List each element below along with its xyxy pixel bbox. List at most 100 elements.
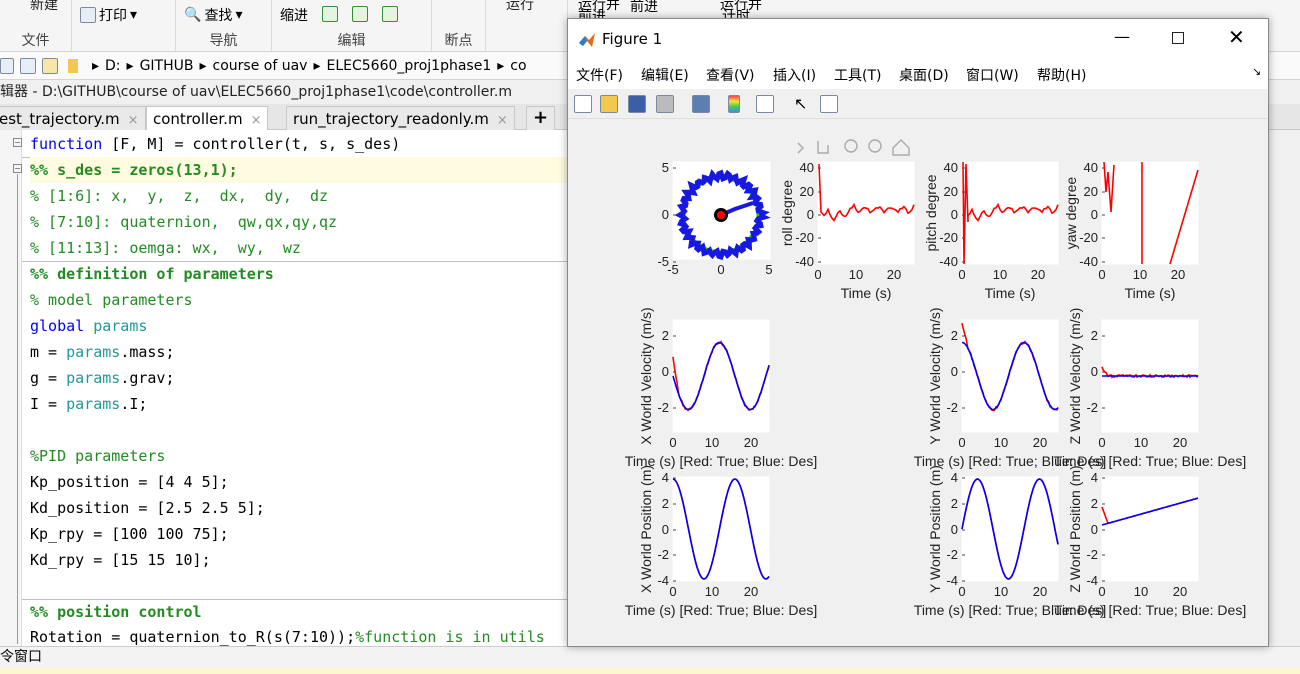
chevron-right-icon[interactable] [797,142,804,154]
code-text: .grav; [120,369,175,387]
code-editor[interactable]: − − function [F, M] = controller(t, s, s… [0,130,570,646]
print-icon[interactable] [656,95,674,113]
x-tick-label: 0 [1098,584,1105,599]
y-tick-label: 0 [807,207,814,222]
new-tab-button[interactable]: + [526,106,556,130]
print-button[interactable]: 打印 ▾ [80,5,137,25]
figure-window[interactable]: Figure 1 — ✕ 文件(F) 编辑(E) 查看(V) 插入(I) 工具(… [567,18,1269,647]
center-dot [717,211,725,219]
maximize-button[interactable] [1172,32,1184,44]
crumb-course[interactable]: course of uav [212,57,308,74]
back-icon[interactable] [0,57,14,74]
minimize-button[interactable]: — [1114,27,1130,46]
menu-tools[interactable]: 工具(T) [834,68,882,84]
axes-circle[interactable]: 5 0 -5-5 0 5 [657,160,772,277]
tab-test-trajectory[interactable]: est_trajectory.m × [0,106,146,130]
cell-divider [22,599,570,600]
browse-icon[interactable] [42,57,58,74]
pan-icon[interactable] [817,141,829,154]
menu-window[interactable]: 窗口(W) [966,68,1019,84]
folder-icon [68,58,78,73]
up-folder-icon[interactable] [20,57,36,74]
figure-title: Figure 1 [602,30,663,48]
fold-icon[interactable]: − [13,164,22,173]
crumb-code[interactable]: co [510,57,527,74]
plot-area[interactable] [672,476,770,582]
colorbar-icon[interactable] [728,95,740,113]
menu-file[interactable]: 文件(F) [576,68,623,84]
command-window-bar[interactable]: 令窗口 [0,646,1300,668]
edit-group: 缩进 编辑 [272,0,432,52]
plot-area[interactable] [1101,476,1199,582]
code-comment: %function is in utils [355,628,545,646]
y-tick-label: 2 [1091,328,1098,343]
advance-button[interactable]: 前进 [630,0,658,15]
close-icon[interactable]: × [127,113,139,128]
crumb-project[interactable]: ELEC5660_proj1phase1 [326,57,492,74]
new-figure-icon[interactable] [574,95,592,113]
menu-insert[interactable]: 插入(I) [773,68,817,84]
menu-help[interactable]: 帮助(H) [1037,68,1087,84]
y-tick-label: 2 [951,496,958,511]
new-button[interactable]: 新建 [30,0,58,13]
plot-area[interactable] [961,161,1059,265]
run-advance-top[interactable]: 运行并 [578,0,620,13]
plot-area[interactable] [961,319,1059,433]
indent-left-icon[interactable] [382,6,398,22]
zoom-out-icon[interactable] [868,139,882,153]
xvel-des-trace [672,341,770,411]
dock-icon[interactable]: ↘ [1252,65,1262,78]
plot-area[interactable] [817,161,915,265]
open-file-icon[interactable] [600,95,618,113]
close-icon[interactable]: × [250,113,262,128]
tab-controller[interactable]: controller.m × [146,106,269,131]
smart-indent-icon[interactable] [322,6,338,22]
property-editor-icon[interactable] [820,95,838,113]
find-button[interactable]: 🔍 查找 ▾ [184,5,242,25]
legend-icon[interactable] [756,95,774,113]
menu-desktop[interactable]: 桌面(D) [899,68,949,84]
save-icon[interactable] [628,95,646,113]
zoom-in-icon[interactable] [844,139,858,153]
matlab-logo-icon [579,33,595,47]
file-group: 新建 文件 [0,0,72,52]
y-tick-label: 5 [662,160,669,175]
crumb-github[interactable]: GITHUB [139,57,194,74]
home-icon[interactable] [892,139,910,156]
crumb-drive[interactable]: D: [105,57,121,74]
link-plot-icon[interactable] [692,95,710,113]
pointer-icon[interactable]: ↖ [794,94,808,113]
command-window-label: 令窗口 [0,649,42,665]
line-gutter [0,130,22,646]
close-icon[interactable]: × [496,113,508,128]
close-icon[interactable]: ✕ [1228,25,1245,49]
menu-edit[interactable]: 编辑(E) [641,68,689,84]
menu-view[interactable]: 查看(V) [706,68,755,84]
tab-run-trajectory[interactable]: run_trajectory_readonly.m × [286,106,515,130]
y-tick-label: 40 [1084,160,1098,175]
plot-area[interactable] [961,476,1059,582]
y-tick-label: 4 [951,470,958,485]
indent-button[interactable]: 缩进 [280,5,308,25]
figure-titlebar[interactable]: Figure 1 — ✕ [568,19,1268,61]
plot-area[interactable] [672,319,770,433]
run-time-top[interactable]: 运行并 [720,0,762,13]
x-axis-label: Time (s) [Red: True; Blue: Des] [914,453,1106,469]
plot-area[interactable] [1101,161,1199,265]
run-button[interactable]: 运行 [506,0,534,13]
fold-icon[interactable]: − [13,138,22,147]
y-tick-label: -2 [657,400,669,415]
x-tick-label: 10 [1133,267,1147,282]
indent-right-icon[interactable] [352,6,368,22]
code-text: .mass; [120,343,175,361]
